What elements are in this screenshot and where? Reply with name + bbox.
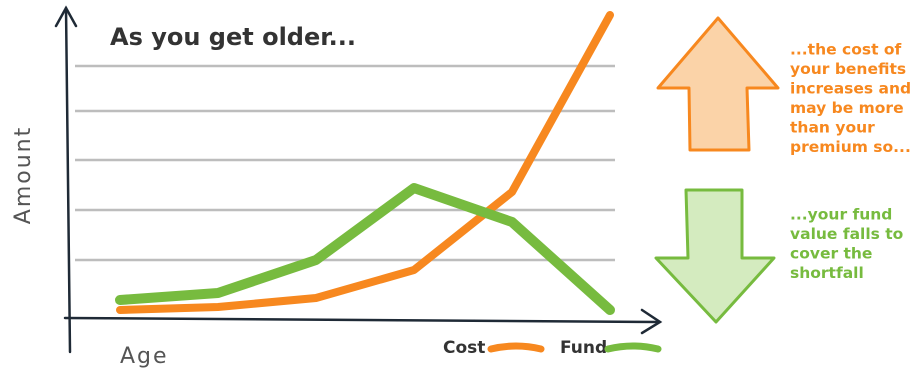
- legend-label: Fund: [560, 338, 607, 358]
- x-axis-arrow: [640, 308, 663, 335]
- legend-swatch: [604, 342, 662, 353]
- annotation-line: may be more: [790, 99, 904, 117]
- legend-swatch: [487, 342, 545, 353]
- y-axis-arrow: [54, 5, 78, 28]
- y-axis-label: Amount: [11, 126, 36, 224]
- grid: [75, 64, 615, 262]
- up-arrow: [656, 16, 780, 152]
- annotation-line: increases and: [790, 80, 911, 98]
- annotation-line: cover the: [790, 245, 872, 263]
- annotation-line: than your: [790, 119, 875, 137]
- annotation-line: shortfall: [790, 264, 864, 282]
- line-0: [116, 11, 614, 314]
- annotation-line: ...the cost of: [790, 41, 902, 59]
- x-axis: [63, 316, 662, 324]
- legend-label: Cost: [443, 338, 485, 358]
- x-axis-label: Age: [120, 344, 169, 369]
- y-axis: [64, 6, 72, 354]
- annotation-line: premium so...: [790, 138, 911, 156]
- annotation-line: your benefits: [790, 60, 906, 78]
- annotation-line: value falls to: [790, 225, 903, 243]
- down-arrow: [654, 188, 776, 324]
- chart-title: As you get older...: [110, 23, 356, 51]
- line-1: [115, 183, 615, 315]
- axes: [54, 5, 663, 354]
- annotation-line: ...your fund: [790, 206, 892, 224]
